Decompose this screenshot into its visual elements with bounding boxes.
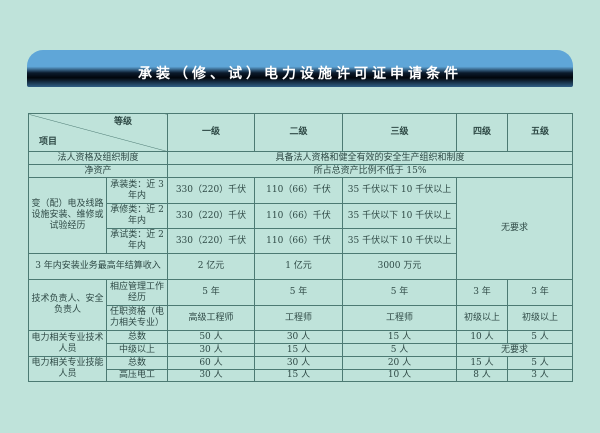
cell: 8 人	[456, 369, 508, 382]
cell: 5 人	[342, 343, 457, 357]
cell: 5 人	[507, 330, 573, 344]
cell: 初级以上	[507, 305, 573, 331]
cell: 110（66）千伏	[254, 177, 343, 204]
experience-label: 变（配）电及线路设施安装、维修或试验经历	[28, 177, 107, 254]
no-requirement: 无要求	[456, 177, 573, 280]
cell: 35 千伏以下 10 千伏以上	[342, 228, 457, 254]
tech-staff-label: 电力相关专业技术人员	[28, 330, 107, 357]
cell: 5 人	[507, 356, 573, 370]
cell: 3 人	[507, 369, 573, 382]
no-requirement: 无要求	[456, 343, 573, 357]
header-corner: 等级 项目	[28, 113, 168, 152]
cell: 30 人	[167, 343, 255, 357]
cell: 1 亿元	[254, 253, 343, 280]
cell: 30 人	[167, 369, 255, 382]
cell: 10 人	[342, 369, 457, 382]
cell: 3000 万元	[342, 253, 457, 280]
cell: 初级以上	[456, 305, 508, 331]
table-row: 变（配）电及线路设施安装、维修或试验经历 承装类：近 3 年内 330（220）…	[28, 177, 573, 280]
cell: 15 人	[456, 356, 508, 370]
license-conditions-table: 等级 项目 一级 二级 三级 四级 五级 法人资格及组织制度 具备法人资格和健全…	[28, 113, 573, 382]
experience-sub: 承试类：近 2 年内	[106, 228, 168, 254]
income-label: 3 年内安装业务最高年结算收入	[28, 253, 168, 280]
table-row: 任职资格（电力相关专业） 高级工程师 工程师 工程师 初级以上 初级以上	[29, 305, 573, 331]
tech-staff-sub: 总数	[106, 330, 168, 344]
cell: 110（66）千伏	[254, 228, 343, 254]
table-row: 承试类：近 2 年内 330（220）千伏 110（66）千伏 35 千伏以下 …	[29, 228, 573, 254]
table-row: 电力相关专业技能人员 总数 60 人 30 人 20 人 15 人 5 人	[28, 356, 573, 382]
leaders-sub: 任职资格（电力相关专业）	[106, 305, 168, 331]
table-row: 法人资格及组织制度 具备法人资格和健全有效的安全生产组织和制度	[28, 151, 573, 165]
experience-sub: 承装类：近 3 年内	[106, 177, 168, 204]
cell: 35 千伏以下 10 千伏以上	[342, 203, 457, 229]
level-4-header: 四级	[456, 113, 508, 152]
cell: 60 人	[167, 356, 255, 370]
cell: 20 人	[342, 356, 457, 370]
table-row: 中级以上 30 人 15 人 5 人 无要求	[29, 343, 573, 357]
level-3-header: 三级	[342, 113, 457, 152]
cell: 5 年	[342, 279, 457, 306]
level-5-header: 五级	[507, 113, 573, 152]
table-row: 电力相关专业技术人员 总数 50 人 30 人 15 人 10 人 5 人	[28, 330, 573, 357]
cell: 3 年	[507, 279, 573, 306]
cell: 5 年	[167, 279, 255, 306]
level-1-header: 一级	[167, 113, 255, 152]
cell: 35 千伏以下 10 千伏以上	[342, 177, 457, 204]
cell: 高级工程师	[167, 305, 255, 331]
cell: 15 人	[254, 343, 343, 357]
tech-staff-sub: 中级以上	[106, 343, 168, 357]
cell: 15 人	[342, 330, 457, 344]
item-header: 项目	[39, 137, 58, 147]
level-2-header: 二级	[254, 113, 343, 152]
skill-staff-label: 电力相关专业技能人员	[28, 356, 107, 382]
net-assets-value: 所占总资产比例不低于 15%	[167, 164, 573, 178]
header-row: 等级 项目 一级 二级 三级 四级 五级	[28, 113, 573, 152]
page-title: 承装（修、试）电力设施许可证申请条件	[138, 66, 462, 82]
skill-staff-sub: 高压电工	[106, 369, 168, 382]
cell: 工程师	[342, 305, 457, 331]
cell: 30 人	[254, 356, 343, 370]
skill-staff-sub: 总数	[106, 356, 168, 370]
cell: 3 年	[456, 279, 508, 306]
cell: 330（220）千伏	[167, 203, 255, 229]
cell: 10 人	[456, 330, 508, 344]
title-banner: 承装（修、试）电力设施许可证申请条件	[27, 50, 573, 87]
cell: 15 人	[254, 369, 343, 382]
net-assets-label: 净资产	[28, 164, 168, 178]
leaders-sub: 相应管理工作经历	[106, 279, 168, 306]
cell: 50 人	[167, 330, 255, 344]
cell: 110（66）千伏	[254, 203, 343, 229]
table-row: 高压电工 30 人 15 人 10 人 8 人 3 人	[29, 369, 573, 382]
table-row: 净资产 所占总资产比例不低于 15%	[28, 164, 573, 178]
leaders-label: 技术负责人、安全负责人	[28, 279, 107, 331]
legal-value: 具备法人资格和健全有效的安全生产组织和制度	[167, 151, 573, 165]
cell: 30 人	[254, 330, 343, 344]
table-row: 技术负责人、安全负责人 相应管理工作经历 5 年 5 年 5 年 3 年 3 年	[28, 279, 573, 331]
legal-label: 法人资格及组织制度	[28, 151, 168, 165]
table-row: 承修类：近 2 年内 330（220）千伏 110（66）千伏 35 千伏以下 …	[29, 203, 573, 229]
cell: 330（220）千伏	[167, 177, 255, 204]
grade-header: 等级	[113, 117, 132, 127]
cell: 2 亿元	[167, 253, 255, 280]
cell: 工程师	[254, 305, 343, 331]
cell: 5 年	[254, 279, 343, 306]
experience-sub: 承修类：近 2 年内	[106, 203, 168, 229]
cell: 330（220）千伏	[167, 228, 255, 254]
